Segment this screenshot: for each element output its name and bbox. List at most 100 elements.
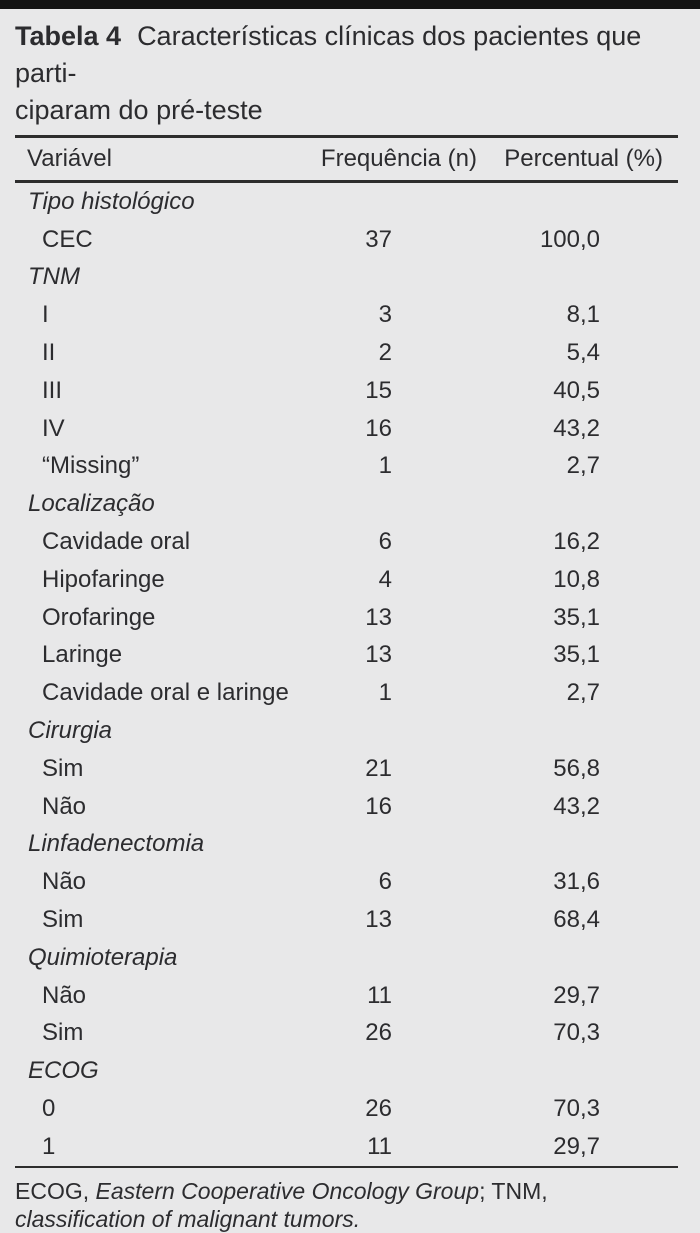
row-percent: 56,8 [553,754,600,782]
row-label: ECOG [28,1057,99,1085]
row-percent: 8,1 [566,301,600,329]
footnote-segment: Eastern Cooperative Oncology Group [95,1177,480,1204]
footnote-segment: ; TNM, [479,1177,548,1204]
row-percent: 70,3 [553,1095,600,1123]
row-label: I [42,301,49,329]
row-frequency: 4 [378,565,392,593]
row-label: Cavidade oral [42,528,191,556]
row-frequency: 11 [367,1132,392,1160]
row-frequency: 11 [367,981,392,1009]
row-percent: 2,7 [566,452,600,480]
row-percent: 70,3 [553,1019,600,1047]
row-label: Cavidade oral e laringe [42,679,289,707]
footnote-segment: ECOG, [15,1177,96,1204]
column-header-frequencia: Frequência (n) [320,145,477,172]
table-header-row: Variável Frequência (n) Percentual (%) [15,138,685,180]
table-row: III 15 40,5 [15,372,685,410]
row-percent: 40,5 [553,376,600,404]
row-frequency: 13 [365,603,392,631]
row-label: “Missing” [42,452,140,480]
table-body: Tipo histológico CEC 37 100,0 TNM I 3 8,… [15,183,685,1166]
table-row: Não 16 43,2 [15,788,685,826]
top-border-bar [0,0,700,9]
table-row: Localização [15,485,685,523]
row-frequency: 21 [365,754,392,782]
table-row: TNM [15,259,685,297]
row-frequency: 13 [365,906,392,934]
table-number: Tabela 4 [15,21,122,51]
row-percent: 68,4 [553,906,600,934]
row-percent: 29,7 [553,981,600,1009]
table-row: 1 11 29,7 [15,1128,685,1166]
table-row: CEC 37 100,0 [15,221,685,259]
table-row: 0 26 70,3 [15,1090,685,1128]
row-percent: 43,2 [553,792,600,820]
table-row: Não 11 29,7 [15,977,685,1015]
row-label: Linfadenectomia [28,830,205,858]
table-row: Cavidade oral 6 16,2 [15,523,685,561]
row-percent: 10,8 [553,565,600,593]
row-frequency: 26 [365,1019,392,1047]
table-row: Não 6 31,6 [15,863,685,901]
table-row: Sim 26 70,3 [15,1015,685,1053]
table-row: II 2 5,4 [15,334,685,372]
table-row: Tipo histológico [15,183,685,221]
row-percent: 100,0 [539,225,600,253]
table-caption: Tabela 4 Características clínicas dos pac… [15,18,685,129]
row-label: Não [42,792,87,820]
table-row: IV 16 43,2 [15,410,685,448]
row-frequency: 16 [365,414,392,442]
row-label: Localização [28,490,155,518]
table-row: Sim 13 68,4 [15,901,685,939]
row-label: Não [42,981,87,1009]
table-caption-line1: Características clínicas dos pacientes q… [15,21,642,88]
row-frequency: 1 [378,679,392,707]
row-frequency: 6 [378,868,392,896]
row-label: 1 [42,1132,56,1160]
row-label: 0 [42,1095,56,1123]
row-label: Sim [42,1019,84,1047]
row-frequency: 3 [378,301,392,329]
row-label: Quimioterapia [28,943,178,971]
row-label: II [42,339,56,367]
table-row: Cirurgia [15,712,685,750]
row-label: Tipo histológico [28,187,195,215]
table-caption-line2: ciparam do pré-teste [15,95,263,125]
divider-top [15,135,678,138]
table-row: Quimioterapia [15,939,685,977]
row-label: III [42,376,63,404]
table-figure: Tabela 4 Características clínicas dos pac… [0,18,700,1233]
row-label: Hipofaringe [42,565,165,593]
row-frequency: 37 [365,225,392,253]
row-percent: 43,2 [553,414,600,442]
row-frequency: 26 [365,1095,392,1123]
row-label: TNM [28,263,80,291]
divider-bottom [15,1165,678,1168]
column-header-percentual: Percentual (%) [504,145,663,172]
row-label: CEC [42,225,93,253]
row-label: Sim [42,906,84,934]
row-percent: 35,1 [553,641,600,669]
table-row: Sim 21 56,8 [15,750,685,788]
table-row: Hipofaringe 4 10,8 [15,561,685,599]
table-footnote: ECOG, Eastern Cooperative Oncology Group… [15,1177,670,1233]
row-frequency: 15 [365,376,392,404]
table-row: I 3 8,1 [15,296,685,334]
table-row: Laringe 13 35,1 [15,637,685,675]
row-percent: 29,7 [553,1132,600,1160]
row-percent: 16,2 [553,528,600,556]
table-row: “Missing” 1 2,7 [15,448,685,486]
row-percent: 5,4 [566,339,600,367]
column-header-variavel: Variável [27,145,112,172]
table-row: Linfadenectomia [15,826,685,864]
row-percent: 35,1 [553,603,600,631]
row-label: Sim [42,754,84,782]
footnote-segment: classification of malignant tumors. [15,1205,361,1232]
row-frequency: 2 [378,339,392,367]
row-percent: 2,7 [566,679,600,707]
divider-header [15,180,678,183]
row-percent: 31,6 [553,868,600,896]
row-frequency: 6 [378,528,392,556]
table-row: Cavidade oral e laringe 1 2,7 [15,674,685,712]
row-frequency: 13 [365,641,392,669]
